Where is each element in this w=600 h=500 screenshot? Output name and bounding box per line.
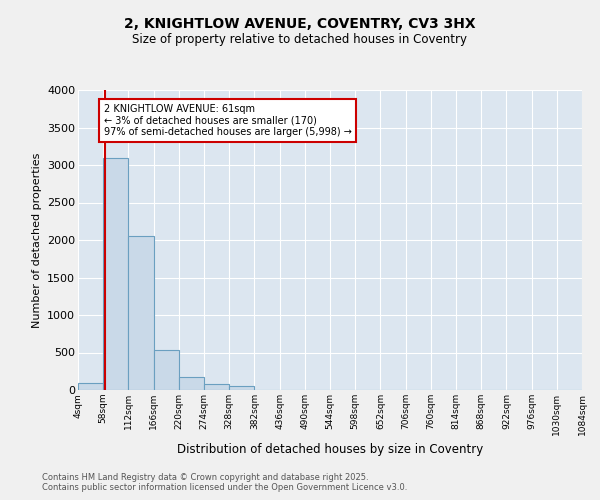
X-axis label: Distribution of detached houses by size in Coventry: Distribution of detached houses by size …: [177, 443, 483, 456]
Bar: [229, 386, 254, 390]
Bar: [204, 384, 229, 390]
Text: 2 KNIGHTLOW AVENUE: 61sqm
← 3% of detached houses are smaller (170)
97% of semi-: 2 KNIGHTLOW AVENUE: 61sqm ← 3% of detach…: [104, 104, 352, 136]
Text: Contains public sector information licensed under the Open Government Licence v3: Contains public sector information licen…: [42, 484, 407, 492]
Bar: [179, 377, 204, 390]
Bar: [154, 350, 179, 390]
Y-axis label: Number of detached properties: Number of detached properties: [32, 152, 41, 328]
Bar: [128, 236, 154, 390]
Bar: [78, 382, 103, 390]
Bar: [103, 158, 128, 390]
Text: Contains HM Land Registry data © Crown copyright and database right 2025.: Contains HM Land Registry data © Crown c…: [42, 474, 368, 482]
Text: Size of property relative to detached houses in Coventry: Size of property relative to detached ho…: [133, 32, 467, 46]
Text: 2, KNIGHTLOW AVENUE, COVENTRY, CV3 3HX: 2, KNIGHTLOW AVENUE, COVENTRY, CV3 3HX: [124, 18, 476, 32]
